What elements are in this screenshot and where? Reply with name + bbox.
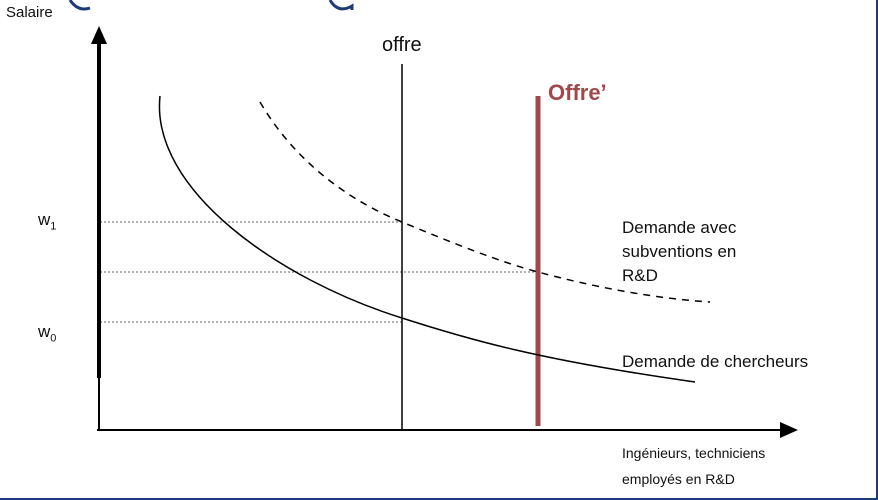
y-axis-label: Salaire (6, 4, 53, 21)
title-fragment-shape (68, 0, 354, 11)
offre-label: offre (382, 34, 422, 56)
demande-subventions-label: Demande avec subventions en R&D (622, 218, 737, 285)
y-axis-arrowhead (91, 26, 107, 44)
w0-tick-label: w0 (38, 322, 57, 345)
demande-curve (158, 95, 696, 383)
x-axis-label: Ingénieurs, techniciens employés en R&D (622, 445, 766, 487)
x-axis-arrowhead (780, 422, 798, 438)
demande-subventions-curve (259, 101, 711, 303)
demande-label: Demande de chercheurs (622, 352, 809, 371)
w1-tick-label: w1 (38, 210, 57, 233)
offre-prime-label: Offre’ (548, 80, 607, 105)
